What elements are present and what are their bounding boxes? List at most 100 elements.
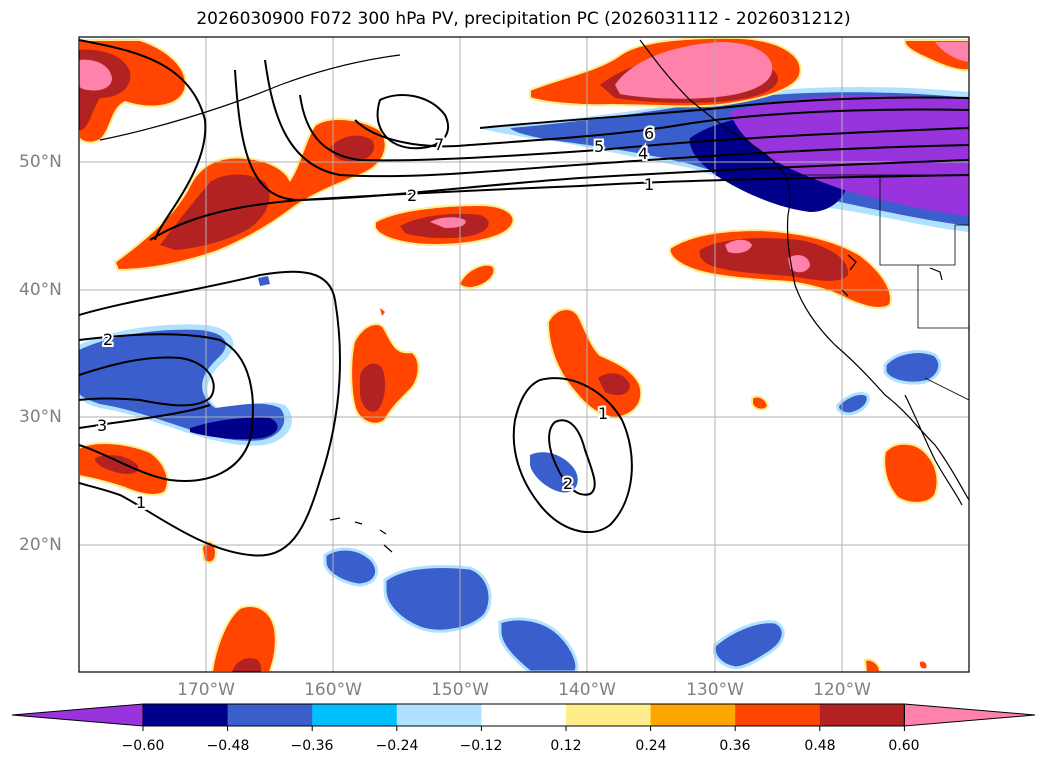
colorbar-tick-label: 0.36 bbox=[719, 738, 751, 754]
contour-label: 1 bbox=[136, 493, 146, 512]
lon-label-160w: 160°W bbox=[304, 680, 362, 700]
pv-contour bbox=[548, 419, 596, 496]
colorbar-extend-high bbox=[903, 703, 1036, 727]
pv-contour bbox=[79, 39, 207, 241]
colorbar-frame bbox=[142, 703, 905, 727]
contour-label: 4 bbox=[638, 144, 648, 163]
positive-anomaly-region bbox=[615, 42, 773, 99]
pv-contour bbox=[234, 69, 969, 202]
border-line bbox=[879, 175, 969, 266]
lat-label-20n: 20°N bbox=[19, 535, 62, 555]
negative-anomaly-region bbox=[836, 391, 870, 416]
contour-label: 2 bbox=[103, 330, 113, 349]
positive-anomaly-region bbox=[883, 442, 939, 504]
negative-anomaly-region bbox=[883, 350, 942, 385]
lon-label-140w: 140°W bbox=[558, 680, 616, 700]
colorbar-box bbox=[566, 704, 652, 726]
negative-anomaly-region bbox=[323, 547, 378, 587]
contour-label: 2 bbox=[407, 186, 417, 205]
colorbar-box bbox=[481, 704, 567, 726]
lon-label-120w: 120°W bbox=[813, 680, 871, 700]
contour-labels: 7 6 5 4 2 1 2 3 1 1 2 bbox=[95, 122, 656, 514]
negative-anomaly-region bbox=[712, 620, 785, 670]
positive-anomaly-region bbox=[95, 455, 139, 474]
negative-anomaly-region bbox=[79, 329, 285, 441]
positive-anomaly-region bbox=[788, 255, 810, 273]
positive-anomaly-region bbox=[458, 263, 496, 290]
colorbar-tick-label: 0.60 bbox=[888, 738, 920, 754]
pv-contour bbox=[299, 94, 969, 162]
pv-contour bbox=[376, 94, 450, 150]
contour-label: 1 bbox=[598, 404, 608, 423]
positive-precip-anomaly bbox=[79, 37, 969, 672]
lat-label-40n: 40°N bbox=[19, 280, 62, 300]
contour-label: 2 bbox=[563, 474, 573, 493]
coastlines bbox=[99, 39, 969, 553]
negative-precip-anomaly bbox=[79, 86, 969, 672]
colorbar-tick-label: −0.24 bbox=[375, 738, 419, 754]
islands bbox=[329, 517, 393, 553]
pv-contour bbox=[79, 404, 211, 429]
pv-contours bbox=[79, 39, 969, 557]
colorbar-tick-label: −0.48 bbox=[206, 738, 250, 754]
contour-label: 6 bbox=[644, 124, 654, 143]
positive-anomaly-region bbox=[863, 658, 882, 672]
positive-anomaly-region bbox=[725, 239, 752, 254]
pv-contour bbox=[79, 333, 254, 482]
positive-anomaly-region bbox=[380, 308, 385, 316]
pv-contour bbox=[149, 174, 969, 241]
lat-label-50n: 50°N bbox=[19, 152, 62, 172]
colorbar-tick-label: 0.24 bbox=[635, 738, 667, 754]
colorbar-tick-label: 0.12 bbox=[550, 738, 582, 754]
colorbar-extend-low bbox=[11, 703, 144, 727]
contour-label: 1 bbox=[644, 175, 654, 194]
negative-anomaly-region bbox=[730, 94, 969, 216]
border-line bbox=[917, 265, 969, 329]
positive-anomaly-region bbox=[935, 42, 969, 62]
positive-anomaly-region bbox=[360, 363, 386, 412]
colorbar-box bbox=[312, 704, 398, 726]
figure-title: 2026030900 F072 300 hPa PV, precipitatio… bbox=[196, 9, 851, 29]
colorbar-box bbox=[143, 704, 229, 726]
colorbar-box bbox=[396, 704, 482, 726]
contour-label: 5 bbox=[594, 137, 604, 156]
lat-label-30n: 30°N bbox=[19, 407, 62, 427]
graticule bbox=[79, 37, 969, 672]
positive-anomaly-region bbox=[79, 59, 112, 91]
lon-label-130w: 130°W bbox=[686, 680, 744, 700]
map-content: 7 6 5 4 2 1 2 3 1 1 2 bbox=[79, 37, 969, 672]
map-frame bbox=[78, 36, 970, 673]
contour-label: 3 bbox=[97, 416, 107, 435]
colorbar-tick-label: −0.36 bbox=[290, 738, 334, 754]
colorbar-box bbox=[735, 704, 821, 726]
pv-contour bbox=[79, 270, 341, 557]
contour-label: 7 bbox=[434, 135, 444, 154]
lon-label-150w: 150°W bbox=[431, 680, 489, 700]
colorbar-tick-label: −0.12 bbox=[459, 738, 503, 754]
negative-anomaly-region bbox=[383, 564, 492, 633]
colorbar-box bbox=[227, 704, 313, 726]
lon-label-170w: 170°W bbox=[177, 680, 235, 700]
islands bbox=[841, 254, 943, 297]
negative-anomaly-region bbox=[498, 617, 579, 672]
positive-anomaly-region bbox=[919, 661, 927, 669]
positive-anomaly-region bbox=[751, 395, 770, 411]
colorbar-boxes bbox=[11, 703, 1036, 727]
colorbar bbox=[11, 703, 1036, 731]
positive-anomaly-region bbox=[210, 605, 277, 672]
border-line bbox=[924, 377, 969, 401]
positive-anomaly-region bbox=[232, 658, 262, 672]
colorbar-ticks bbox=[142, 726, 905, 731]
baja-coastline bbox=[904, 394, 963, 506]
pv-contour bbox=[79, 356, 215, 407]
north-america-coastline bbox=[639, 39, 969, 501]
pv-contour bbox=[354, 108, 969, 148]
colorbar-box bbox=[650, 704, 736, 726]
positive-anomaly-region bbox=[598, 373, 630, 396]
pv-contour bbox=[512, 377, 633, 534]
alaska-coastline bbox=[99, 54, 401, 141]
colorbar-tick-label: −0.60 bbox=[121, 738, 165, 754]
pv-contour bbox=[479, 96, 969, 129]
negative-anomaly-region bbox=[190, 417, 278, 440]
